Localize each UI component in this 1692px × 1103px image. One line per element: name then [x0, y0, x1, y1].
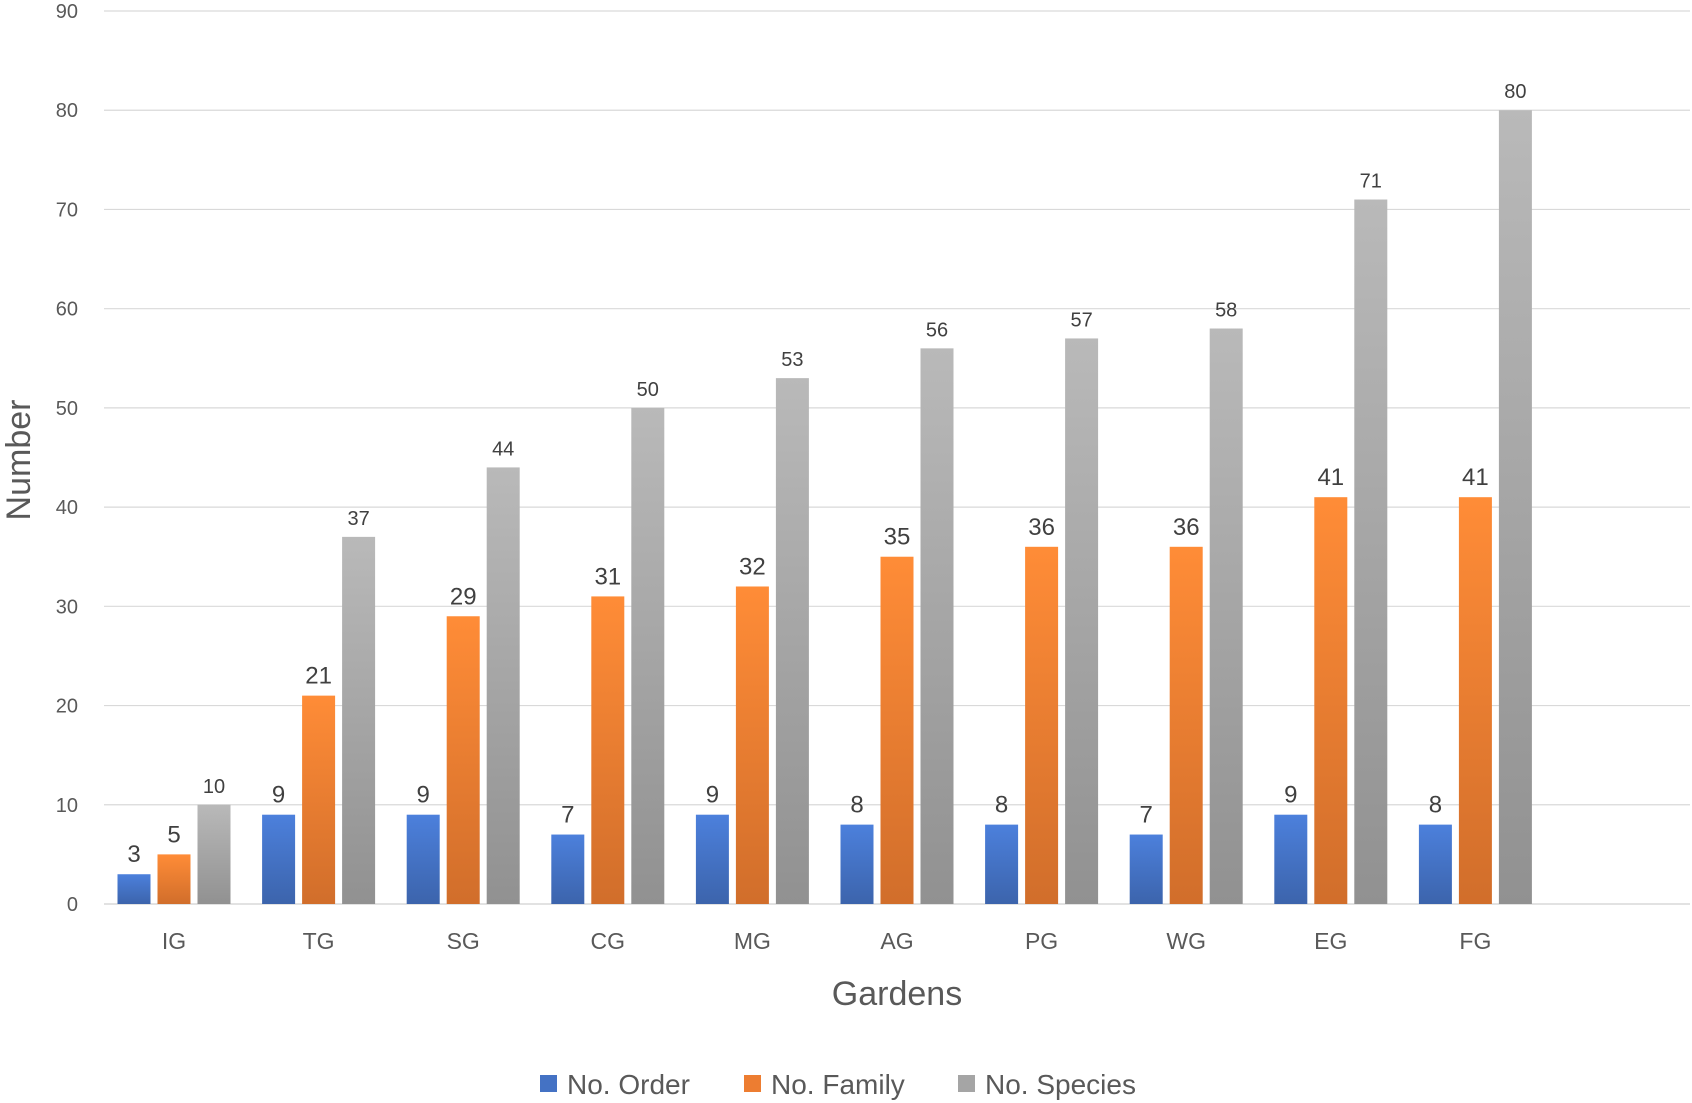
- bar-no-species-sg: [486, 467, 520, 904]
- data-label: 9: [1284, 782, 1297, 809]
- x-axis-title: Gardens: [832, 975, 962, 1013]
- y-tick-label: 0: [67, 894, 78, 916]
- bar-no-order-pg: [985, 824, 1019, 904]
- bars: [117, 110, 1532, 905]
- y-tick-label: 80: [56, 100, 78, 122]
- bar-no-family-mg: [735, 586, 769, 904]
- bar-no-family-eg: [1314, 497, 1348, 904]
- legend-swatch: [958, 1075, 975, 1092]
- bar-no-order-tg: [262, 814, 296, 904]
- bar-no-family-ig: [157, 854, 191, 904]
- bar-no-order-sg: [406, 814, 440, 904]
- legend-label: No. Family: [771, 1069, 905, 1100]
- y-axis-title: Number: [0, 400, 38, 521]
- data-label: 9: [706, 782, 719, 809]
- x-tick-label: AG: [880, 928, 913, 954]
- legend-item: No. Species: [958, 1069, 1136, 1100]
- data-label: 37: [347, 508, 369, 530]
- bar-no-family-sg: [446, 616, 480, 904]
- data-label: 35: [884, 524, 911, 551]
- x-tick-label: EG: [1314, 928, 1347, 954]
- bar-no-family-fg: [1458, 497, 1492, 904]
- x-tick-label: WG: [1166, 928, 1206, 954]
- bar-no-order-cg: [551, 834, 585, 904]
- bar-no-family-ag: [880, 556, 914, 904]
- data-label: 53: [781, 349, 803, 371]
- bar-no-order-eg: [1274, 814, 1308, 904]
- data-label: 8: [850, 792, 863, 819]
- legend-label: No. Order: [567, 1069, 690, 1100]
- legend-item: No. Family: [744, 1069, 905, 1100]
- bar-no-family-pg: [1025, 546, 1059, 904]
- data-label: 31: [594, 563, 621, 590]
- y-tick-label: 10: [56, 795, 78, 817]
- bar-no-species-cg: [631, 407, 665, 904]
- bar-no-species-ag: [920, 348, 954, 904]
- legend-item: No. Order: [540, 1069, 690, 1100]
- data-label: 36: [1173, 514, 1200, 541]
- data-label: 57: [1070, 309, 1092, 331]
- x-tick-label: IG: [162, 928, 186, 954]
- data-label: 58: [1215, 300, 1237, 322]
- bar-no-order-fg: [1418, 824, 1452, 904]
- data-label: 9: [272, 782, 285, 809]
- x-tick-label: PG: [1025, 928, 1058, 954]
- data-label: 9: [417, 782, 430, 809]
- data-label: 5: [167, 821, 180, 848]
- y-axis-ticks: 0 10 20 30 40 50 60 70 80 90: [56, 1, 78, 916]
- bar-no-species-ig: [197, 804, 231, 904]
- bar-no-family-cg: [591, 596, 625, 904]
- x-tick-label: MG: [734, 928, 771, 954]
- data-label: 41: [1317, 464, 1344, 491]
- data-label: 21: [305, 663, 332, 690]
- y-tick-label: 30: [56, 596, 78, 618]
- data-label: 8: [995, 792, 1008, 819]
- bar-no-species-pg: [1065, 338, 1099, 904]
- bar-no-species-mg: [775, 378, 809, 905]
- data-labels: 35 10 9 21 37 9 29 44 7 31 50 9 32 53 8 35 56 8 36 57 7 36 58 9…: [127, 81, 1526, 868]
- legend-swatch: [540, 1075, 557, 1092]
- x-tick-label: SG: [447, 928, 480, 954]
- data-label: 56: [926, 319, 948, 341]
- y-tick-label: 70: [56, 199, 78, 221]
- y-tick-label: 90: [56, 1, 78, 23]
- bar-no-order-ag: [840, 824, 874, 904]
- legend-swatch: [744, 1075, 761, 1092]
- data-label: 7: [1140, 802, 1153, 829]
- legend: No. Order No. Family No. Species: [540, 1069, 1136, 1100]
- bar-no-species-eg: [1354, 199, 1388, 904]
- x-tick-label: TG: [303, 928, 335, 954]
- data-label: 8: [1429, 792, 1442, 819]
- bar-no-species-wg: [1209, 328, 1243, 904]
- data-label: 71: [1360, 171, 1382, 193]
- y-tick-label: 60: [56, 299, 78, 321]
- data-label: 36: [1028, 514, 1055, 541]
- x-tick-label: FG: [1459, 928, 1491, 954]
- data-label: 44: [492, 438, 514, 460]
- data-label: 50: [637, 379, 659, 401]
- data-label: 29: [450, 583, 477, 610]
- data-label: 32: [739, 553, 766, 580]
- bar-no-family-tg: [302, 695, 336, 904]
- bar-no-order-wg: [1129, 834, 1163, 904]
- y-tick-label: 20: [56, 696, 78, 718]
- data-label: 7: [561, 802, 574, 829]
- bar-no-order-mg: [695, 814, 729, 904]
- bar-no-order-ig: [117, 874, 151, 904]
- data-label: 3: [127, 841, 140, 868]
- data-label: 80: [1504, 81, 1526, 103]
- bar-no-family-wg: [1169, 546, 1203, 904]
- bar-no-species-tg: [342, 536, 376, 904]
- x-axis-categories: IG TG SG CG MG AG PG WG EG FG: [162, 928, 1492, 954]
- y-tick-label: 50: [56, 398, 78, 420]
- bar-no-species-fg: [1498, 110, 1532, 904]
- y-tick-label: 40: [56, 497, 78, 519]
- x-tick-label: CG: [591, 928, 626, 954]
- legend-label: No. Species: [985, 1069, 1136, 1100]
- data-label: 41: [1462, 464, 1489, 491]
- data-label: 10: [203, 776, 225, 798]
